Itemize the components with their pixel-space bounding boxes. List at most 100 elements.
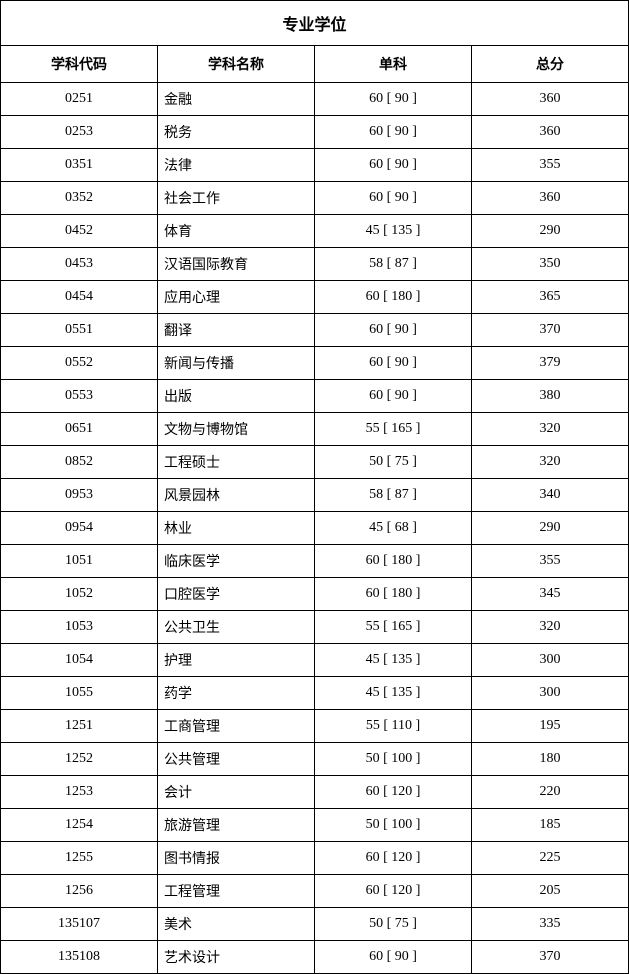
cell-code: 1052 — [1, 578, 158, 611]
cell-name: 社会工作 — [158, 182, 315, 215]
table-row: 0651文物与博物馆55 [ 165 ]320 — [1, 413, 629, 446]
table-row: 0253税务60 [ 90 ]360 — [1, 116, 629, 149]
table-title: 专业学位 — [1, 1, 629, 46]
cell-total: 380 — [472, 380, 629, 413]
cell-total: 345 — [472, 578, 629, 611]
table-row: 0552新闻与传播60 [ 90 ]379 — [1, 347, 629, 380]
cell-name: 体育 — [158, 215, 315, 248]
cell-code: 135107 — [1, 908, 158, 941]
cell-code: 1255 — [1, 842, 158, 875]
cell-single: 60 [ 90 ] — [315, 380, 472, 413]
cell-total: 300 — [472, 677, 629, 710]
cell-code: 0953 — [1, 479, 158, 512]
cell-single: 55 [ 165 ] — [315, 611, 472, 644]
cell-code: 1251 — [1, 710, 158, 743]
table-row: 1256工程管理60 [ 120 ]205 — [1, 875, 629, 908]
cell-name: 口腔医学 — [158, 578, 315, 611]
table-row: 0351法律60 [ 90 ]355 — [1, 149, 629, 182]
cell-name: 公共卫生 — [158, 611, 315, 644]
cell-total: 320 — [472, 413, 629, 446]
table-row: 1252公共管理50 [ 100 ]180 — [1, 743, 629, 776]
table-row: 0551翻译60 [ 90 ]370 — [1, 314, 629, 347]
cell-single: 60 [ 180 ] — [315, 281, 472, 314]
cell-total: 355 — [472, 149, 629, 182]
score-table-container: 专业学位 学科代码 学科名称 单科 总分 0251金融60 [ 90 ]3600… — [0, 0, 629, 974]
cell-single: 45 [ 135 ] — [315, 215, 472, 248]
cell-name: 工商管理 — [158, 710, 315, 743]
table-row: 135107美术50 [ 75 ]335 — [1, 908, 629, 941]
cell-total: 360 — [472, 116, 629, 149]
table-row: 1052口腔医学60 [ 180 ]345 — [1, 578, 629, 611]
cell-code: 0651 — [1, 413, 158, 446]
cell-name: 汉语国际教育 — [158, 248, 315, 281]
title-row: 专业学位 — [1, 1, 629, 46]
cell-total: 335 — [472, 908, 629, 941]
cell-single: 60 [ 90 ] — [315, 149, 472, 182]
cell-total: 365 — [472, 281, 629, 314]
cell-code: 1254 — [1, 809, 158, 842]
cell-single: 60 [ 180 ] — [315, 578, 472, 611]
cell-single: 60 [ 180 ] — [315, 545, 472, 578]
cell-single: 50 [ 75 ] — [315, 446, 472, 479]
cell-name: 应用心理 — [158, 281, 315, 314]
cell-name: 金融 — [158, 83, 315, 116]
cell-name: 风景园林 — [158, 479, 315, 512]
table-row: 1253会计60 [ 120 ]220 — [1, 776, 629, 809]
cell-single: 50 [ 100 ] — [315, 809, 472, 842]
header-total: 总分 — [472, 46, 629, 83]
table-row: 0553出版60 [ 90 ]380 — [1, 380, 629, 413]
cell-single: 60 [ 90 ] — [315, 83, 472, 116]
cell-total: 290 — [472, 512, 629, 545]
cell-code: 0452 — [1, 215, 158, 248]
cell-single: 60 [ 120 ] — [315, 842, 472, 875]
cell-single: 45 [ 135 ] — [315, 677, 472, 710]
cell-code: 1055 — [1, 677, 158, 710]
table-row: 135108艺术设计60 [ 90 ]370 — [1, 941, 629, 974]
cell-code: 0453 — [1, 248, 158, 281]
cell-code: 1253 — [1, 776, 158, 809]
header-row: 学科代码 学科名称 单科 总分 — [1, 46, 629, 83]
cell-total: 290 — [472, 215, 629, 248]
cell-total: 225 — [472, 842, 629, 875]
table-row: 0953风景园林58 [ 87 ]340 — [1, 479, 629, 512]
cell-code: 0954 — [1, 512, 158, 545]
cell-total: 370 — [472, 941, 629, 974]
cell-code: 135108 — [1, 941, 158, 974]
cell-total: 350 — [472, 248, 629, 281]
cell-single: 45 [ 68 ] — [315, 512, 472, 545]
header-code: 学科代码 — [1, 46, 158, 83]
cell-single: 60 [ 90 ] — [315, 182, 472, 215]
cell-total: 220 — [472, 776, 629, 809]
cell-code: 1252 — [1, 743, 158, 776]
cell-code: 1256 — [1, 875, 158, 908]
cell-name: 艺术设计 — [158, 941, 315, 974]
table-row: 1055药学45 [ 135 ]300 — [1, 677, 629, 710]
cell-single: 55 [ 165 ] — [315, 413, 472, 446]
cell-name: 工程硕士 — [158, 446, 315, 479]
table-row: 1254旅游管理50 [ 100 ]185 — [1, 809, 629, 842]
table-row: 0454应用心理60 [ 180 ]365 — [1, 281, 629, 314]
cell-total: 205 — [472, 875, 629, 908]
cell-name: 护理 — [158, 644, 315, 677]
table-row: 1051临床医学60 [ 180 ]355 — [1, 545, 629, 578]
cell-code: 0852 — [1, 446, 158, 479]
table-row: 1054护理45 [ 135 ]300 — [1, 644, 629, 677]
cell-single: 58 [ 87 ] — [315, 479, 472, 512]
cell-name: 文物与博物馆 — [158, 413, 315, 446]
cell-code: 0552 — [1, 347, 158, 380]
cell-total: 370 — [472, 314, 629, 347]
cell-name: 工程管理 — [158, 875, 315, 908]
table-body: 0251金融60 [ 90 ]3600253税务60 [ 90 ]3600351… — [1, 83, 629, 974]
table-row: 0954林业45 [ 68 ]290 — [1, 512, 629, 545]
cell-total: 300 — [472, 644, 629, 677]
cell-name: 公共管理 — [158, 743, 315, 776]
cell-code: 0251 — [1, 83, 158, 116]
cell-name: 林业 — [158, 512, 315, 545]
cell-code: 0351 — [1, 149, 158, 182]
cell-single: 60 [ 120 ] — [315, 875, 472, 908]
cell-code: 0352 — [1, 182, 158, 215]
cell-single: 60 [ 90 ] — [315, 941, 472, 974]
cell-name: 法律 — [158, 149, 315, 182]
cell-total: 320 — [472, 611, 629, 644]
cell-single: 45 [ 135 ] — [315, 644, 472, 677]
